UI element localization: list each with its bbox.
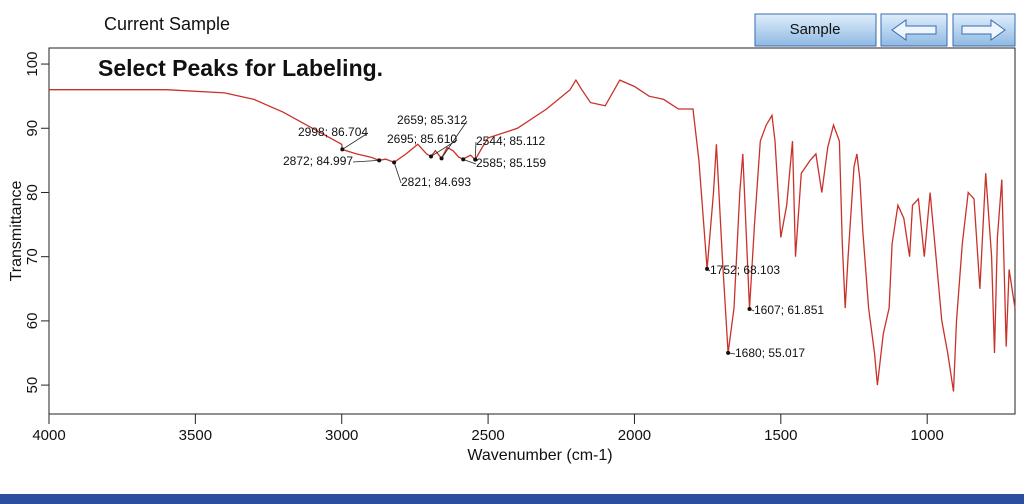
peak-label: 1607; 61.851 bbox=[754, 303, 824, 317]
forward-arrow bbox=[961, 19, 1006, 41]
y-tick-label: 50 bbox=[24, 377, 41, 394]
taskbar-strip bbox=[0, 494, 1024, 504]
peak-dot bbox=[726, 350, 731, 355]
x-tick-label: 3500 bbox=[179, 427, 212, 444]
peak-dot bbox=[392, 160, 397, 165]
peak-label: 2821; 84.693 bbox=[401, 175, 471, 189]
peak-leader bbox=[393, 162, 402, 184]
peak-leader bbox=[430, 139, 458, 157]
x-tick-label: 1500 bbox=[764, 427, 797, 444]
peak-label: 1752; 68.103 bbox=[710, 263, 780, 277]
window-title: Current Sample bbox=[104, 14, 230, 34]
peak-label: 2544; 85.112 bbox=[476, 134, 546, 148]
peak-label: 2998; 86.704 bbox=[298, 125, 368, 139]
sample-button-label[interactable]: Sample bbox=[790, 21, 841, 38]
spectrum-line bbox=[49, 78, 1016, 392]
x-tick-label: 4000 bbox=[32, 427, 65, 444]
peak-dot bbox=[439, 156, 444, 161]
peak-dot bbox=[429, 154, 434, 159]
peak-leader bbox=[352, 159, 380, 163]
y-tick-label: 80 bbox=[24, 184, 41, 201]
peak-dot bbox=[473, 157, 478, 162]
peak-dot bbox=[340, 147, 345, 152]
y-tick-label: 60 bbox=[24, 313, 41, 330]
back-arrow bbox=[891, 19, 937, 41]
x-axis-label: Wavenumber (cm-1) bbox=[467, 447, 612, 464]
peak-dot bbox=[461, 157, 466, 162]
x-tick-label: 2500 bbox=[471, 427, 504, 444]
y-tick-label: 90 bbox=[24, 120, 41, 137]
plot-frame bbox=[48, 47, 1016, 415]
peak-dot bbox=[377, 158, 382, 163]
peak-label: 2695; 85.610 bbox=[387, 132, 457, 146]
peak-label: 2872; 84.997 bbox=[283, 154, 353, 168]
peak-dot bbox=[747, 307, 752, 312]
y-tick-label: 70 bbox=[24, 248, 41, 265]
peak-label: 2659; 85.312 bbox=[397, 113, 467, 127]
x-tick-label: 3000 bbox=[325, 427, 358, 444]
x-tick-label: 2000 bbox=[618, 427, 651, 444]
peak-label: 2585; 85.159 bbox=[476, 156, 546, 170]
x-tick-label: 1000 bbox=[910, 427, 943, 444]
peak-leader bbox=[342, 132, 369, 150]
y-axis-label: Transmittance bbox=[8, 181, 25, 282]
peak-leader bbox=[474, 141, 477, 160]
peak-leader bbox=[463, 158, 477, 165]
y-tick-label: 100 bbox=[24, 52, 41, 77]
sample-button[interactable] bbox=[754, 13, 877, 47]
chart-title: Select Peaks for Labeling. bbox=[98, 55, 383, 81]
peak-label: 1680; 55.017 bbox=[735, 346, 805, 360]
peak-dot bbox=[705, 266, 710, 271]
peak-leader bbox=[441, 120, 468, 159]
